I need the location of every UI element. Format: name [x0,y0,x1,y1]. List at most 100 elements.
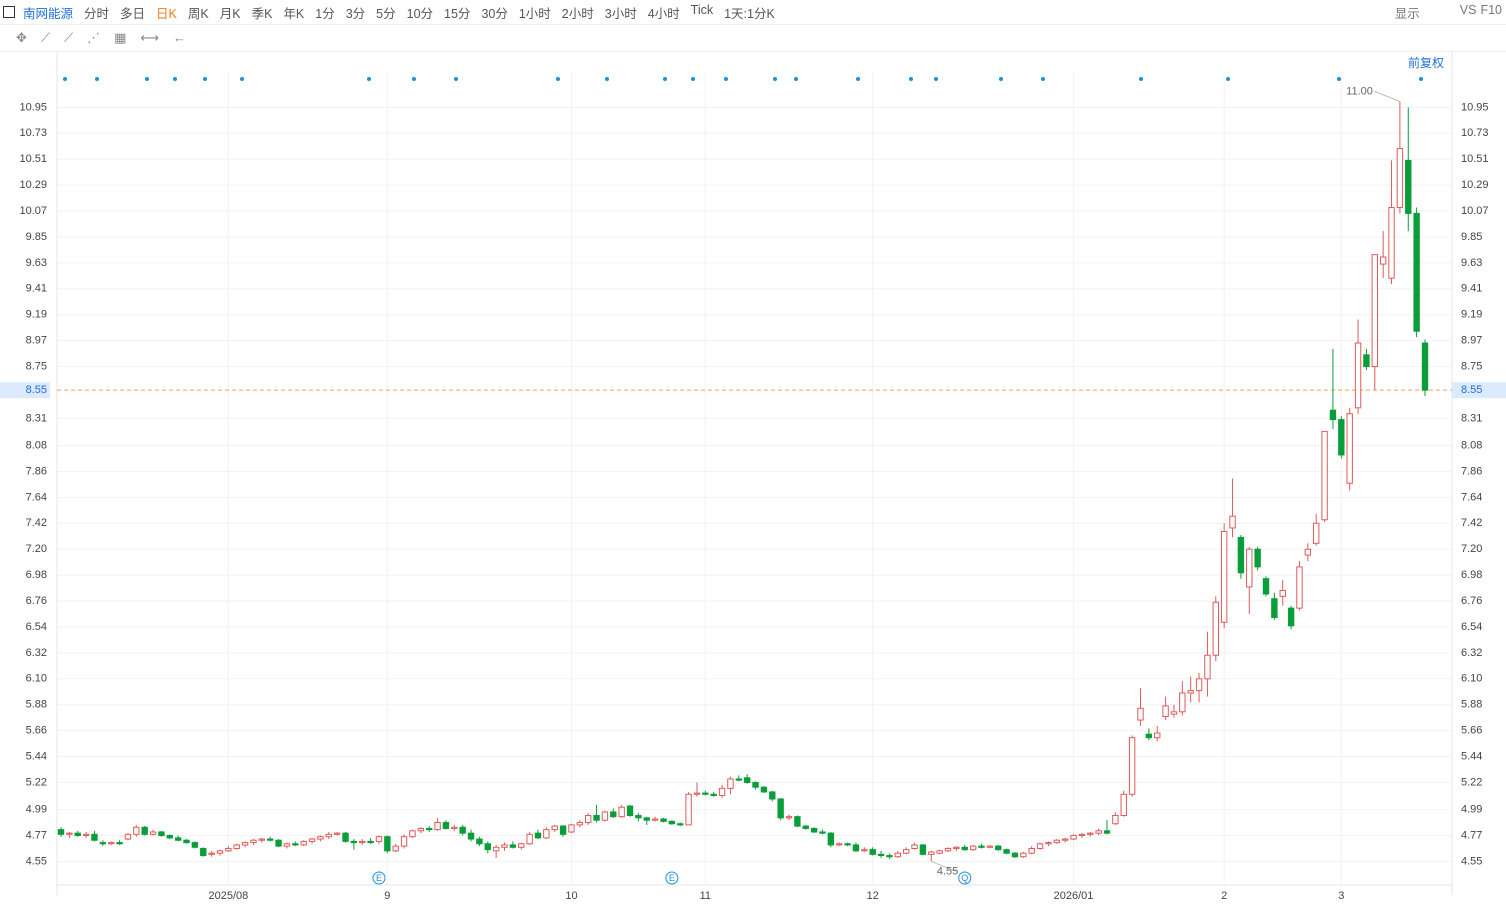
y-tick-label: 10.51 [19,153,47,165]
annotation-label: 4.55 [937,865,958,877]
periods: 分时 多日 日K 周K 月K 季K 年K 1分 3分 5分 10分 15分 30分 1小时 2小时 3小时 4小… [84,3,786,22]
period-tab[interactable]: 30分 [481,6,508,21]
candle-body [225,847,232,852]
event-marker [665,871,679,885]
candle-body [743,777,751,783]
period-tab[interactable]: 15分 [444,6,471,21]
period-tab[interactable]: 多日 [120,6,146,21]
candle-body [752,781,759,788]
period-tab[interactable]: 季K [251,6,273,21]
period-tab[interactable]: 2小时 [561,6,594,21]
y-tick-label: 9.63 [26,257,47,269]
event-marker-label: E [376,873,382,883]
candle-body [685,793,692,826]
candle-body [1388,207,1395,279]
candle-body [1363,354,1370,368]
candle-body [1061,838,1069,841]
period-tab[interactable]: 1分 [315,6,335,21]
y-tick-label: 4.55 [26,855,47,867]
y-tick-label-right: 5.66 [1461,725,1482,737]
candle-body [944,847,952,852]
candle-body [928,851,935,855]
x-tick-label: 3 [1338,890,1344,902]
candle-body [267,838,274,841]
candle-body [1204,654,1211,680]
candle-body [618,806,625,818]
tool-button[interactable]: VS [1459,2,1477,17]
candle-body [57,829,65,835]
candle-body [810,827,818,833]
candle-body [584,814,592,824]
candle-body [693,792,701,795]
y-tick-label-right: 10.73 [1461,127,1489,139]
period-tab[interactable]: 3分 [345,6,366,21]
period-tab[interactable]: 5分 [376,6,396,21]
candle-body [133,826,140,835]
candle-body [308,838,316,842]
candle-body [844,843,851,846]
candle-body [827,832,835,846]
candle-body [518,843,525,848]
y-tick-label-right: 9.85 [1461,231,1482,243]
event-dot [605,77,609,81]
tool-button[interactable]: F10 [1480,2,1502,17]
last-price-bg [0,382,50,399]
right-tools: 显示 VS F10 [1395,3,1506,22]
candle-body [995,845,1002,851]
period-tab[interactable]: 周K [187,6,209,21]
x-tick-label: 2 [1221,890,1227,902]
tool-icons[interactable]: ✥⟋⟋⋰▦⟷← [16,30,201,45]
period-tab[interactable]: 4小时 [647,6,680,21]
period-tab[interactable]: Tick [690,2,714,17]
y-tick-label: 8.31 [26,412,47,424]
candle-body [727,778,734,789]
y-tick-label-right: 4.55 [1461,855,1482,867]
stock-name[interactable]: 南网能源 [23,6,74,21]
y-tick-label-right: 4.77 [1461,829,1482,841]
y-tick-label-right: 10.95 [1461,101,1489,113]
candle-body [601,811,609,821]
candle-body [953,846,960,849]
candle-body [861,849,868,852]
period-tab[interactable]: 1天:1分K [724,6,775,21]
period-tab[interactable]: 日K [156,6,177,21]
tool-button[interactable]: 显示 [1394,6,1420,21]
y-tick-label: 9.19 [26,309,47,321]
candle-body [1137,707,1144,721]
y-tick-label: 8.97 [26,335,47,347]
x-tick-label: 2026/01 [1054,890,1094,902]
candle-body [626,805,634,816]
candle-body [1212,601,1219,656]
period-tab[interactable]: 1小时 [518,6,551,21]
y-tick-label-right: 6.98 [1461,569,1482,581]
candle-body [702,792,709,795]
period-tab[interactable]: 月K [219,6,241,21]
period-tab[interactable]: 分时 [84,6,110,21]
event-marker-label: Q [961,873,968,883]
y-tick-label-right: 5.44 [1461,750,1482,762]
candle-body [442,822,450,829]
candle-body [610,811,617,818]
candle-body [1421,342,1429,391]
period-tab[interactable]: 10分 [406,6,434,21]
candle-body [283,843,291,847]
candle-body [250,839,257,844]
candle-body [710,793,717,796]
candle-body [1087,832,1094,835]
candle-body [124,833,132,840]
candle-body [894,852,902,858]
candle-body [777,798,784,819]
candle-body [216,850,224,854]
period-tab[interactable]: 3小时 [604,6,637,21]
candle-body [1379,256,1387,265]
candle-body [492,846,500,852]
period-tab[interactable]: 年K [283,6,305,21]
panel-icon[interactable] [3,6,15,18]
y-tick-label-right: 7.42 [1461,517,1482,529]
candle-body [116,842,123,845]
candle-body [978,845,985,848]
candle-body [593,814,600,821]
candle-body [359,840,366,844]
event-marker-label: E [669,873,675,883]
